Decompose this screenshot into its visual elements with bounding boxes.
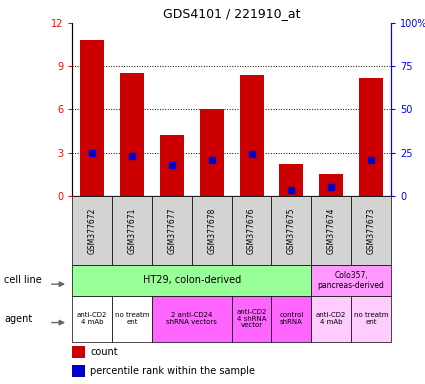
Bar	[152, 296, 232, 342]
Bar	[351, 196, 391, 265]
Text: agent: agent	[4, 314, 32, 324]
Text: anti-CD2
4 mAb: anti-CD2 4 mAb	[77, 313, 108, 325]
Bar	[232, 296, 272, 342]
Text: Colo357,
pancreas-derived: Colo357, pancreas-derived	[318, 271, 385, 290]
Text: anti-CD2
4 mAb: anti-CD2 4 mAb	[316, 313, 346, 325]
Bar	[240, 75, 264, 196]
Text: GSM377673: GSM377673	[367, 207, 376, 254]
Bar	[72, 346, 85, 358]
Bar	[152, 196, 192, 265]
Text: no treatm
ent: no treatm ent	[354, 313, 388, 325]
Text: GSM377674: GSM377674	[327, 207, 336, 254]
Bar	[200, 109, 224, 196]
Text: GSM377671: GSM377671	[128, 207, 136, 253]
Title: GDS4101 / 221910_at: GDS4101 / 221910_at	[163, 7, 300, 20]
Text: GSM377677: GSM377677	[167, 207, 176, 254]
Bar	[232, 196, 272, 265]
Bar	[72, 365, 85, 377]
Bar	[272, 296, 311, 342]
Bar	[311, 196, 351, 265]
Bar	[359, 78, 383, 196]
Bar	[80, 40, 104, 196]
Text: control
shRNA: control shRNA	[279, 313, 303, 325]
Bar	[311, 265, 391, 296]
Bar	[160, 136, 184, 196]
Text: GSM377676: GSM377676	[247, 207, 256, 254]
Text: GSM377672: GSM377672	[88, 207, 96, 253]
Text: GSM377678: GSM377678	[207, 207, 216, 253]
Bar	[351, 296, 391, 342]
Text: percentile rank within the sample: percentile rank within the sample	[90, 366, 255, 376]
Bar	[112, 196, 152, 265]
Text: anti-CD2
4 shRNA
vector: anti-CD2 4 shRNA vector	[236, 309, 267, 328]
Bar	[280, 164, 303, 196]
Bar	[192, 196, 232, 265]
Text: count: count	[90, 347, 118, 357]
Bar	[120, 73, 144, 196]
Text: cell line: cell line	[4, 275, 42, 285]
Text: no treatm
ent: no treatm ent	[115, 313, 149, 325]
Text: GSM377675: GSM377675	[287, 207, 296, 254]
Bar	[72, 296, 112, 342]
Text: HT29, colon-derived: HT29, colon-derived	[143, 275, 241, 285]
Text: 2 anti-CD24
shRNA vectors: 2 anti-CD24 shRNA vectors	[166, 313, 217, 325]
Bar	[72, 196, 112, 265]
Bar	[311, 296, 351, 342]
Bar	[272, 196, 311, 265]
Bar	[72, 265, 311, 296]
Bar	[112, 296, 152, 342]
Bar	[319, 174, 343, 196]
